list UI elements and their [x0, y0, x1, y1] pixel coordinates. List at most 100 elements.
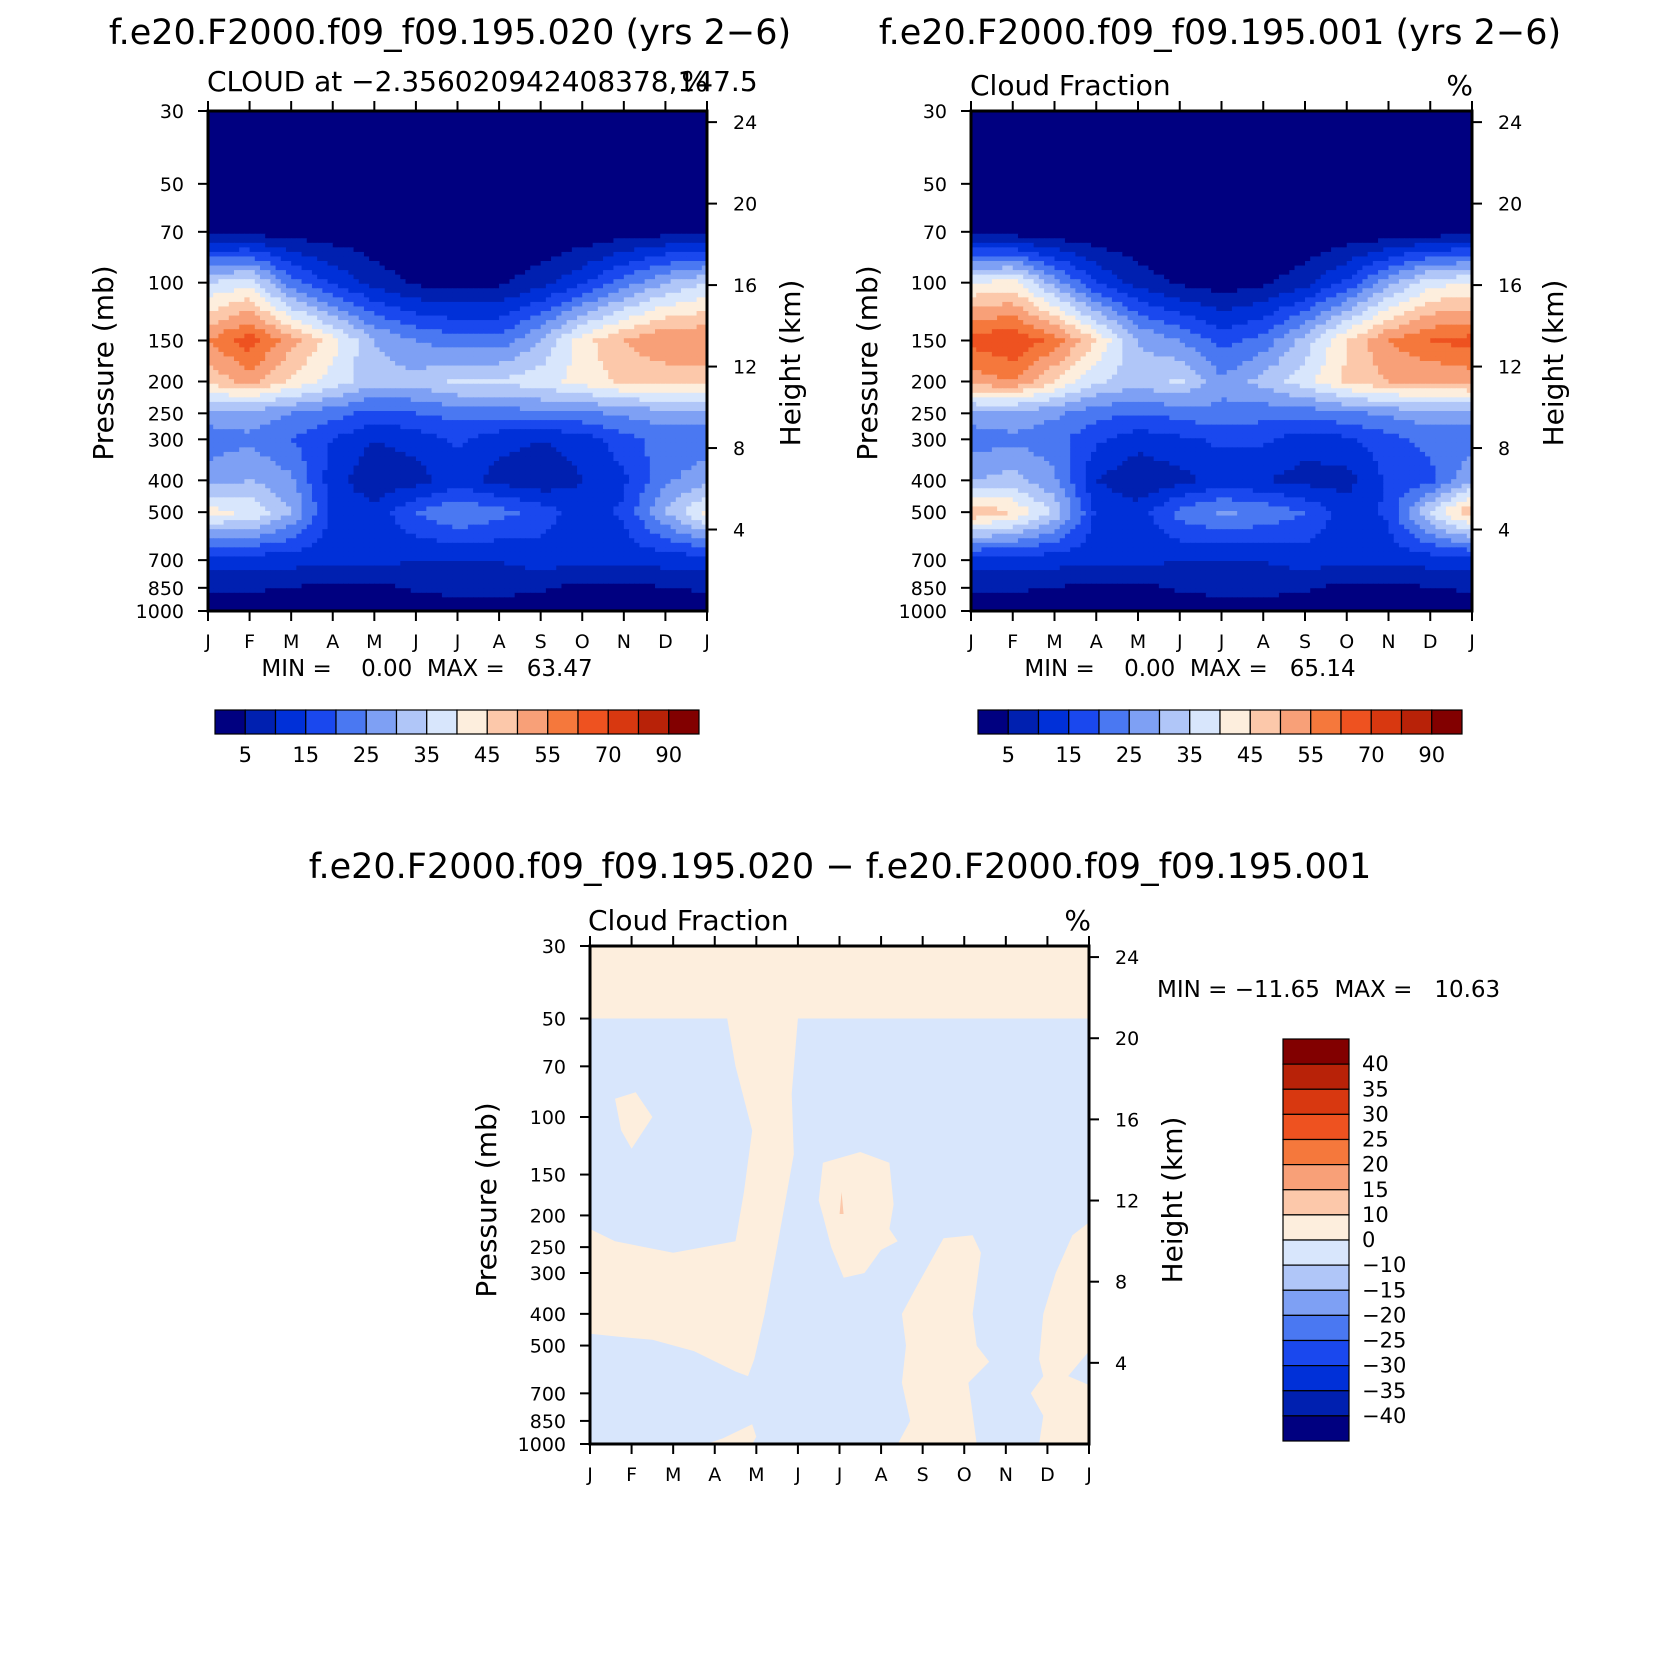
contour-cell [233, 329, 240, 335]
contour-cell [389, 333, 396, 339]
contour-cell [686, 129, 693, 135]
contour-cell [369, 129, 375, 135]
contour-cell [655, 329, 661, 335]
contour-cell [540, 324, 547, 330]
contour-cell [488, 165, 495, 171]
contour-cell [384, 115, 391, 121]
contour-cell [582, 342, 589, 348]
contour-cell [509, 220, 516, 226]
contour-cell [291, 192, 297, 198]
contour-cell [296, 156, 303, 162]
contour-cell [348, 306, 355, 312]
contour-cell [540, 333, 547, 339]
contour-cell [322, 311, 329, 317]
contour-cell [488, 320, 495, 326]
contour-cell [592, 288, 599, 294]
contour-cell [577, 201, 583, 208]
contour-cell [249, 165, 256, 171]
contour-cell [270, 170, 277, 176]
contour-cell [670, 292, 677, 298]
contour-cell [509, 238, 516, 244]
contour-cell [317, 192, 323, 198]
contour-cell [358, 165, 365, 171]
contour-cell [525, 242, 531, 248]
contour-cell [213, 133, 219, 139]
contour-cell [239, 147, 245, 153]
contour-cell [265, 333, 271, 339]
contour-cell [317, 220, 323, 226]
contour-cell [280, 288, 287, 294]
contour-cell [285, 188, 292, 194]
contour-cell [322, 238, 329, 244]
contour-cell [504, 120, 511, 126]
contour-cell [618, 142, 625, 148]
contour-cell [530, 288, 537, 294]
contour-cell [348, 192, 355, 198]
contour-cell [629, 179, 635, 185]
contour-cell [384, 320, 391, 326]
contour-cell [431, 297, 438, 303]
contour-cell [275, 215, 282, 221]
contour-cell [249, 151, 256, 158]
contour-cell [400, 147, 407, 153]
contour-cell [223, 124, 230, 130]
contour-cell [223, 342, 230, 348]
contour-cell [504, 179, 511, 185]
contour-cell [223, 283, 230, 289]
contour-cell [415, 256, 422, 262]
contour-cell [223, 151, 230, 158]
contour-cell [473, 251, 479, 258]
contour-cell [540, 279, 547, 285]
contour-cell [374, 133, 381, 139]
contour-cell [525, 206, 531, 212]
contour-cell [566, 247, 573, 253]
contour-cell [467, 283, 474, 289]
contour-cell [509, 288, 516, 294]
contour-cell [369, 201, 375, 208]
contour-cell [332, 133, 339, 139]
contour-cell [670, 311, 677, 317]
contour-cell [306, 324, 313, 330]
contour-cell [208, 183, 214, 189]
contour-cell [275, 333, 282, 339]
contour-cell [670, 183, 677, 189]
contour-cell [348, 138, 355, 144]
contour-cell [452, 306, 459, 312]
contour-cell [473, 242, 479, 248]
contour-cell [249, 242, 256, 248]
contour-cell [499, 147, 505, 153]
contour-cell [701, 138, 708, 144]
contour-cell [660, 279, 667, 285]
contour-cell [389, 129, 396, 135]
contour-cell [363, 151, 370, 158]
contour-cell [623, 292, 630, 298]
contour-cell [301, 256, 308, 262]
contour-cell [410, 151, 417, 158]
contour-cell [332, 261, 339, 267]
contour-cell [478, 238, 485, 244]
contour-cell [499, 220, 505, 226]
contour-cell [675, 283, 682, 289]
contour-cell [655, 129, 661, 135]
contour-cell [239, 161, 245, 167]
contour-cell [291, 151, 297, 158]
contour-cell [421, 192, 427, 198]
contour-cell [545, 288, 552, 294]
contour-cell [577, 297, 583, 303]
contour-cell [675, 120, 682, 126]
contour-cell [613, 138, 620, 144]
contour-cell [530, 238, 537, 244]
contour-cell [254, 247, 261, 253]
contour-cell [540, 201, 547, 208]
contour-cell [535, 142, 542, 148]
contour-cell [405, 329, 412, 335]
contour-cell [233, 283, 240, 289]
contour-cell [395, 133, 401, 139]
contour-cell [410, 147, 417, 153]
contour-cell [644, 192, 651, 198]
contour-cell [587, 292, 594, 298]
contour-cell [441, 129, 448, 135]
contour-cell [571, 315, 578, 321]
contour-cell [681, 329, 687, 335]
